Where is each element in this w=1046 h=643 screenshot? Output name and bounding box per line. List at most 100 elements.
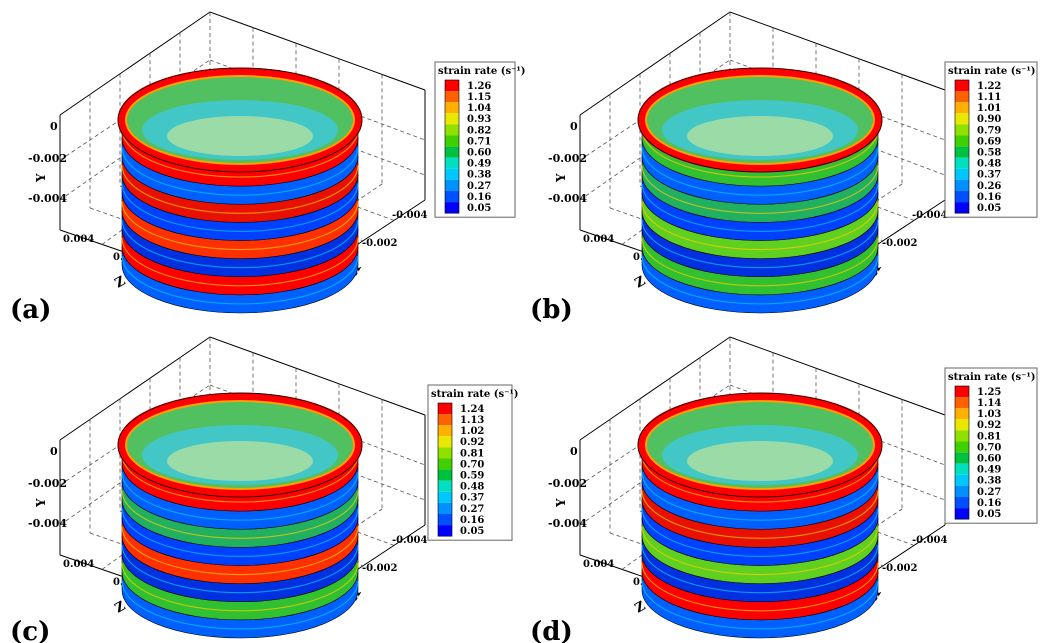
band-highlight: [121, 183, 359, 233]
legend-tick-label: 0.48: [460, 482, 484, 493]
colorbar-swatch: [955, 441, 969, 453]
cylinder-floor-center: [687, 116, 833, 156]
band-highlight: [641, 508, 879, 558]
band-highlight: [641, 219, 879, 269]
band-highlight: [641, 562, 879, 612]
band-highlight: [121, 490, 359, 539]
legend-tick-label: 0.16: [977, 498, 1001, 509]
legend-tick-label: 1.22: [977, 81, 1001, 92]
band-highlight: [641, 165, 879, 214]
band-highlight: [121, 454, 359, 503]
colorbar-swatch: [445, 146, 459, 158]
panel-c: 0-0.002-0.004Y0.0040.0020-0.002-0.004Z-0…: [10, 336, 519, 643]
colorbar-swatch: [445, 80, 459, 92]
colorbar-swatch: [445, 168, 459, 180]
colorbar-swatch: [438, 502, 452, 514]
y-tick-label: 0: [50, 120, 58, 133]
z-tick-label: 0.004: [583, 234, 614, 245]
y-tick-label: -0.004: [28, 517, 67, 530]
y-tick-label: -0.002: [548, 152, 587, 165]
band-highlight: [641, 129, 879, 178]
colorbar-swatch: [438, 480, 452, 492]
cylinder-rim-outline: [117, 67, 363, 173]
x-tick-label: -0.002: [882, 238, 918, 249]
legend-tick-label: 0.70: [460, 459, 484, 470]
panel-d: 0-0.002-0.004Y0.0040.0020-0.002-0.004Z-0…: [530, 336, 1038, 643]
colorbar-swatch: [445, 157, 459, 169]
x-tick-label: -0.004: [912, 210, 948, 221]
band-highlight: [121, 129, 359, 178]
panel-label: (a): [10, 295, 51, 325]
colorbar-swatch: [438, 414, 452, 426]
cylinder-rim-outline: [637, 392, 883, 498]
colorbar-swatch: [955, 157, 969, 169]
legend-tick-label: 0.48: [977, 159, 1001, 170]
legend-tick-label: 1.14: [977, 398, 1001, 409]
band-highlight: [121, 508, 359, 558]
colorbar-swatch: [445, 124, 459, 136]
cylinder-floor-center: [687, 441, 833, 481]
legend-tick-label: 0.81: [460, 448, 484, 459]
band-highlight: [121, 580, 359, 630]
colorbar-swatch: [955, 497, 969, 509]
panel-a: 0-0.002-0.004Y0.0040.0020-0.002-0.004Z-0…: [10, 11, 526, 325]
colorbar-swatch: [445, 102, 459, 114]
legend-tick-label: 1.02: [460, 426, 484, 437]
band-highlight: [121, 544, 359, 594]
band-highlight: [641, 544, 879, 594]
colorbar-swatch: [955, 397, 969, 409]
legend-tick-label: 1.15: [467, 92, 491, 103]
legend-tick-label: 0.16: [460, 515, 484, 526]
y-tick-label: -0.004: [28, 192, 67, 205]
legend-tick-label: 1.13: [460, 415, 484, 426]
colorbar-swatch: [955, 430, 969, 442]
colorbar-swatch: [955, 179, 969, 191]
strain-cylinder: [637, 67, 883, 314]
cylinder-rim: [637, 67, 883, 173]
band-highlight: [121, 147, 359, 196]
colorbar-swatch: [955, 474, 969, 486]
colorbar-frame: [437, 402, 453, 537]
legend-title: strain rate (s⁻¹): [431, 389, 519, 400]
legend-tick-label: 0.05: [977, 203, 1001, 214]
colorbar-swatch: [955, 124, 969, 136]
cylinder-rim-inner: [645, 400, 875, 490]
band-highlight: [641, 472, 879, 521]
band-highlight: [121, 255, 359, 305]
legend-tick-label: 1.24: [460, 404, 484, 415]
legend-tick-label: 0.05: [467, 203, 491, 214]
legend-tick-label: 1.04: [467, 103, 491, 114]
strain-cylinder: [637, 392, 883, 639]
x-tick-label: -0.002: [362, 238, 398, 249]
x-tick-label: -0.004: [392, 535, 428, 546]
band-highlight: [641, 580, 879, 630]
band-highlight: [641, 526, 879, 576]
legend-tick-label: 0.37: [460, 493, 484, 504]
y-tick-label: 0: [570, 445, 578, 458]
band-highlight: [121, 237, 359, 287]
colorbar-swatch: [955, 91, 969, 103]
y-axis-label: Y: [34, 173, 48, 183]
legend-tick-label: 0.92: [977, 420, 1001, 431]
cylinder-rim-outline: [637, 67, 883, 173]
legend-tick-label: 0.27: [467, 181, 491, 192]
colorbar-frame: [954, 385, 970, 520]
colorbar-frame: [954, 79, 970, 214]
cylinder-floor-center: [167, 441, 313, 481]
legend-title: strain rate (s⁻¹): [948, 66, 1036, 77]
colorbar-swatch: [438, 525, 452, 537]
legend-tick-label: 0.05: [460, 526, 484, 537]
legend-tick-label: 0.37: [977, 170, 1001, 181]
legend-tick-label: 0.90: [977, 114, 1001, 125]
y-tick-label: -0.004: [548, 192, 587, 205]
colorbar-swatch: [438, 491, 452, 503]
band-highlight: [121, 219, 359, 269]
legend-tick-label: 0.58: [977, 147, 1001, 158]
legend-tick-label: 1.01: [977, 103, 1001, 114]
y-axis-label: Y: [554, 173, 568, 183]
x-tick-label: -0.004: [392, 210, 428, 221]
panel-label: (d): [530, 617, 573, 643]
band-highlight: [121, 201, 359, 251]
strain-cylinder: [117, 392, 363, 639]
